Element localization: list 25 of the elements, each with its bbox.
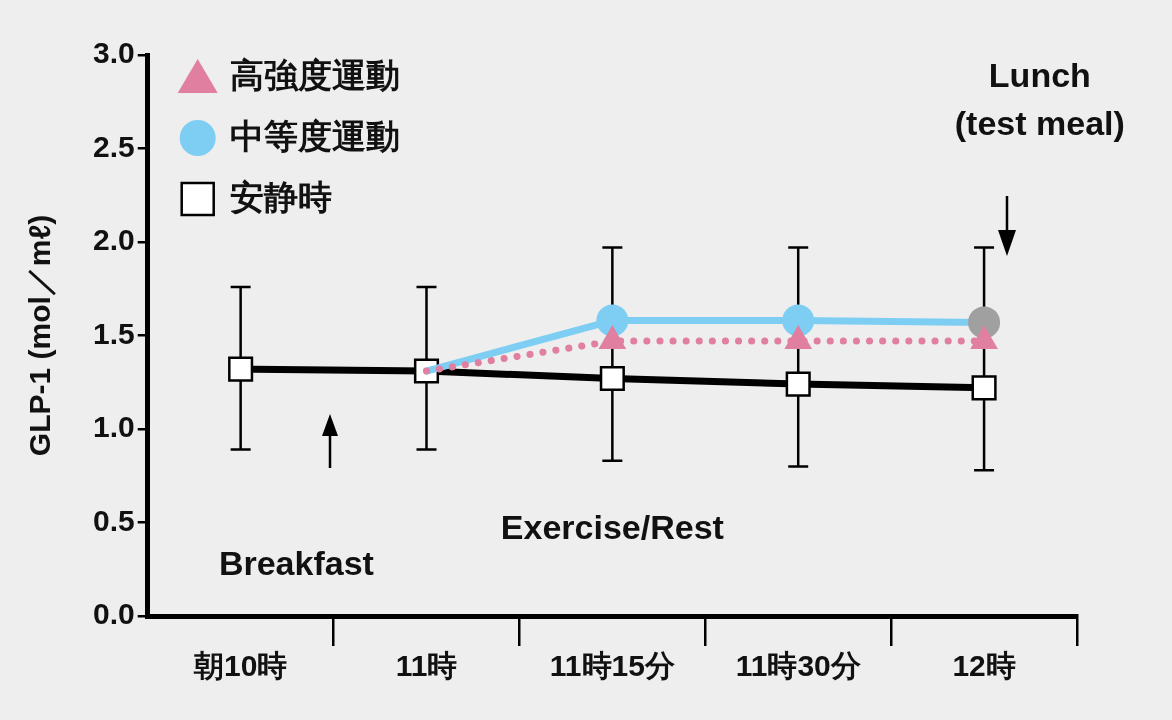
x-tick-label: 12時: [952, 649, 1016, 683]
x-tick-label: 朝10時: [192, 649, 288, 683]
y-tick-label: 2.0: [92, 223, 135, 257]
annotation: Lunch (test meal): [954, 56, 1125, 143]
y-tick-label: 0.5: [92, 503, 135, 537]
y-tick-label: 1.5: [92, 316, 135, 350]
legend-label: 中等度運動: [229, 117, 400, 156]
y-axis-title: GLP-1 (mol／mℓ): [23, 214, 57, 457]
y-tick-label: 3.0: [92, 36, 135, 70]
x-tick-label: 11時30分: [735, 649, 861, 683]
legend-label: 高強度運動: [229, 56, 400, 95]
point: [971, 375, 997, 401]
y-tick-label: 1.0: [92, 410, 135, 444]
legend-label: 安静時: [229, 178, 332, 217]
point: [599, 365, 625, 392]
point: [228, 356, 254, 382]
annotation: Breakfast: [218, 543, 374, 582]
annotation: Exercise/Rest: [500, 508, 724, 547]
point: [785, 371, 811, 397]
point: [782, 304, 815, 337]
point: [596, 304, 629, 337]
x-tick-label: 11時15分: [549, 649, 675, 683]
y-tick-label: 0.0: [92, 597, 135, 631]
x-tick-label: 11時: [395, 649, 458, 683]
y-tick-label: 2.5: [92, 129, 135, 163]
